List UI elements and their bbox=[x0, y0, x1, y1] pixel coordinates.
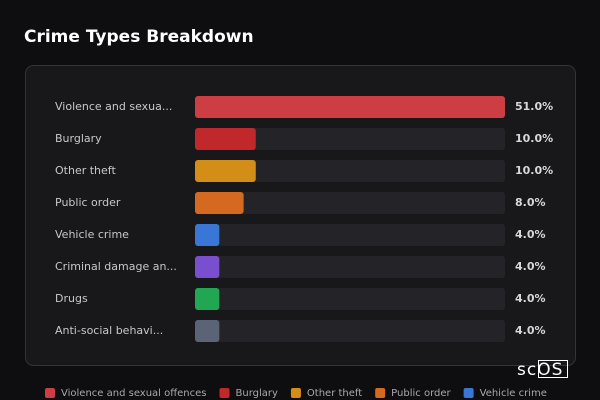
bar-track bbox=[195, 160, 505, 182]
bar bbox=[195, 160, 256, 182]
bar bbox=[195, 192, 244, 214]
value-label: 4.0% bbox=[515, 228, 546, 241]
bar bbox=[195, 96, 505, 118]
legend-marker bbox=[219, 388, 230, 398]
legend-marker bbox=[375, 388, 386, 398]
category-label: Vehicle crime bbox=[55, 228, 129, 241]
legend-label: Vehicle crime bbox=[480, 388, 547, 399]
value-label: 4.0% bbox=[515, 324, 546, 337]
category-label: Public order bbox=[55, 196, 121, 209]
category-label: Anti-social behavi... bbox=[55, 324, 163, 337]
legend-label: Burglary bbox=[236, 388, 278, 399]
chart-title: Crime Types Breakdown bbox=[24, 27, 254, 47]
bar bbox=[195, 256, 220, 278]
value-label: 8.0% bbox=[515, 196, 546, 209]
value-label: 4.0% bbox=[515, 292, 546, 305]
category-label: Violence and sexua... bbox=[55, 100, 172, 113]
legend-marker bbox=[45, 388, 55, 398]
bar bbox=[195, 288, 220, 310]
legend-label: Other theft bbox=[307, 388, 362, 399]
bar-track bbox=[195, 128, 505, 150]
bar-track bbox=[195, 288, 505, 310]
bar-track bbox=[195, 192, 505, 214]
logo: scOS bbox=[517, 360, 563, 380]
bar-track bbox=[195, 320, 505, 342]
bar-track bbox=[195, 224, 505, 246]
legend-label: Public order bbox=[391, 388, 451, 399]
bar-track bbox=[195, 256, 505, 278]
bar bbox=[195, 224, 220, 246]
value-label: 10.0% bbox=[515, 164, 553, 177]
legend-marker bbox=[463, 388, 474, 398]
category-label: Burglary bbox=[55, 132, 102, 145]
value-label: 51.0% bbox=[515, 100, 553, 113]
legend-marker bbox=[290, 388, 301, 398]
legend-label: Violence and sexual offences bbox=[61, 388, 207, 399]
category-label: Other theft bbox=[55, 164, 116, 177]
bar bbox=[195, 128, 256, 150]
category-label: Criminal damage an... bbox=[55, 260, 177, 273]
bar bbox=[195, 320, 220, 342]
value-label: 4.0% bbox=[515, 260, 546, 273]
logo-box bbox=[538, 360, 568, 378]
category-label: Drugs bbox=[55, 292, 88, 305]
value-label: 10.0% bbox=[515, 132, 553, 145]
